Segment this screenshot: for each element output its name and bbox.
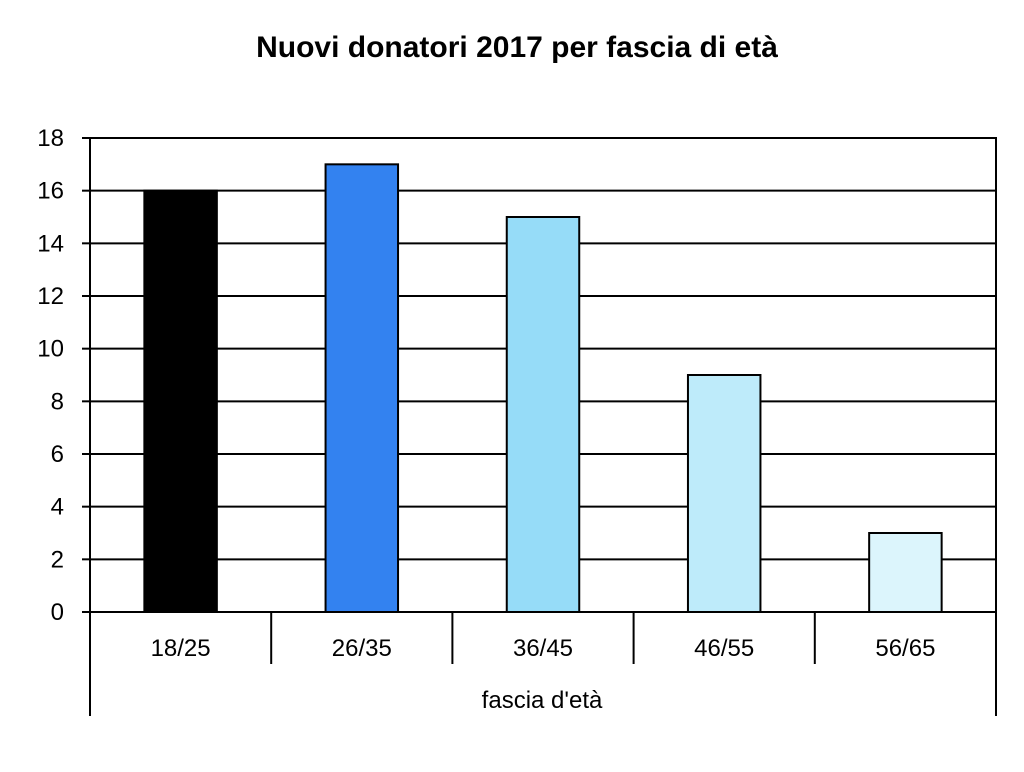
axes xyxy=(89,137,997,716)
bar-18-25 xyxy=(143,189,218,614)
x-tick-label: 18/25 xyxy=(151,635,211,662)
y-tick-label: 2 xyxy=(51,546,64,573)
x-tick-label: 36/45 xyxy=(513,635,573,662)
chart-title: Nuovi donatori 2017 per fascia di età xyxy=(256,31,778,64)
plot-frame xyxy=(89,137,997,613)
x-tick-label: 56/65 xyxy=(875,635,935,662)
y-tick-label: 4 xyxy=(51,494,64,521)
y-tick-label: 6 xyxy=(51,441,64,468)
x-axis-categories: 18/25 26/35 36/45 46/55 56/65 xyxy=(151,635,936,662)
y-tick-label: 16 xyxy=(37,178,64,205)
bar-36-45 xyxy=(505,216,581,613)
x-tick-label: 46/55 xyxy=(694,635,754,662)
y-tick-label: 12 xyxy=(37,283,64,310)
bar-56-65 xyxy=(868,532,943,613)
x-tick-label: 26/35 xyxy=(332,635,392,662)
x-axis-label: fascia d'età xyxy=(482,687,603,714)
bars xyxy=(143,163,943,614)
y-axis-ticks: 0 2 4 6 8 10 12 14 16 18 xyxy=(37,125,90,626)
bar-46-55 xyxy=(686,374,762,613)
bar-26-35 xyxy=(324,163,400,613)
y-tick-label: 8 xyxy=(51,388,64,415)
y-tick-label: 10 xyxy=(37,336,64,363)
y-tick-label: 18 xyxy=(37,125,64,152)
y-tick-label: 0 xyxy=(51,599,64,626)
y-tick-label: 14 xyxy=(37,230,64,257)
